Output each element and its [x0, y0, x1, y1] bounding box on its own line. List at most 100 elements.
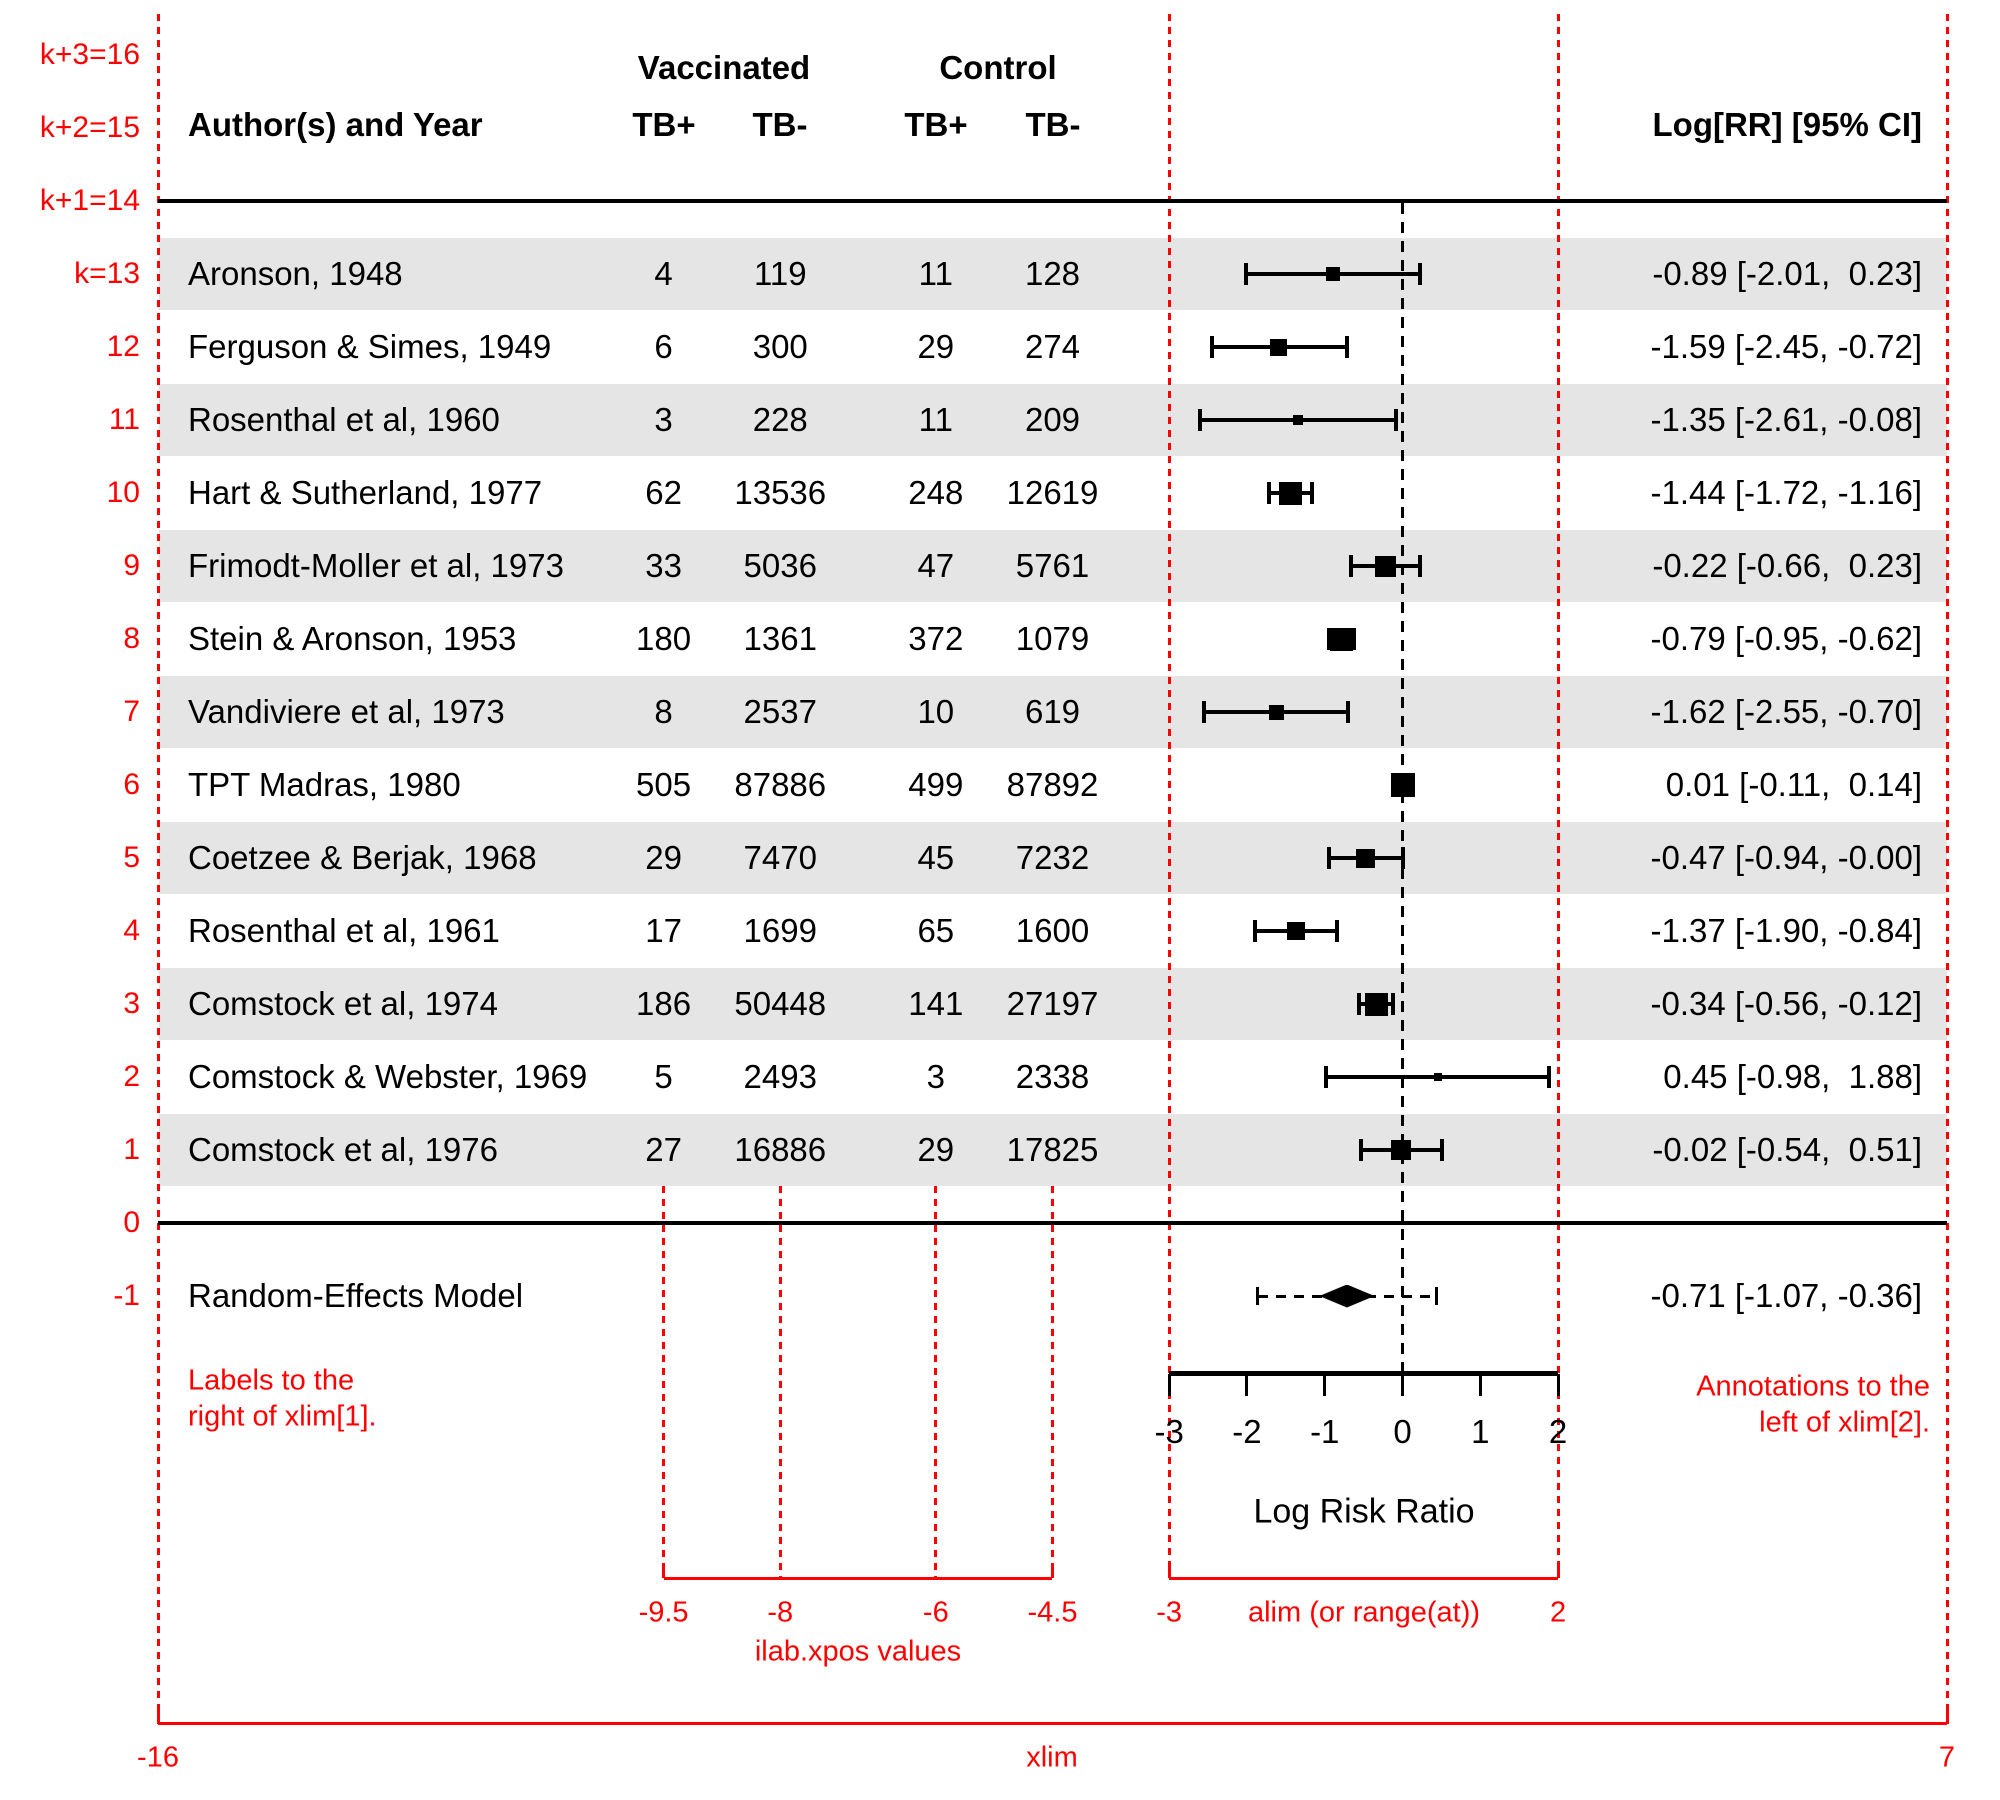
study-author-label: Comstock et al, 1976	[188, 1131, 498, 1168]
point-estimate-square	[1286, 922, 1305, 940]
alim-left-value-label: -3	[1156, 1596, 1183, 1629]
study-annotation: -1.35 [-2.61, -0.08]	[1650, 401, 1923, 438]
note-annotations-xlim2-line1: Annotations to the	[1696, 1370, 1930, 1403]
x-axis-tick-label: 0	[1393, 1413, 1412, 1450]
ci-cap-right	[1400, 847, 1405, 869]
study-annotation: -1.59 [-2.45, -0.72]	[1650, 328, 1923, 365]
red-dotted-line-xlim-right	[1945, 14, 1949, 1724]
margin-row-label: 6	[123, 768, 140, 801]
xlim-right-value-label: 7	[1938, 1741, 1956, 1774]
study-count-ctrl-tb-neg: 27197	[1006, 985, 1099, 1022]
red-dotted-line-xlim-left	[156, 14, 160, 1724]
study-count-ctrl-tb-pos: 141	[908, 985, 964, 1022]
ilab-xpos-value-label: -8	[767, 1596, 794, 1629]
row-stripe	[159, 384, 1947, 456]
study-count-vacc-tb-neg: 50448	[734, 985, 827, 1022]
study-count-vacc-tb-pos: 5	[654, 1058, 673, 1095]
point-estimate-square	[1279, 481, 1302, 505]
column-header-vaccinated-group: Vaccinated	[637, 49, 811, 86]
study-count-vacc-tb-pos: 505	[636, 766, 692, 803]
margin-row-label: 1	[123, 1133, 140, 1166]
margin-row-label: 2	[123, 1060, 140, 1093]
x-axis-tick	[1478, 1374, 1482, 1396]
x-axis-tick	[1245, 1374, 1249, 1396]
alim-bracket-line	[1169, 1577, 1559, 1580]
x-axis-tick-label: -1	[1310, 1413, 1340, 1450]
study-count-vacc-tb-pos: 62	[645, 474, 682, 511]
caption-ilab-xpos: ilab.xpos values	[754, 1635, 962, 1668]
margin-row-label: 8	[123, 622, 140, 655]
study-count-ctrl-tb-neg: 12619	[1006, 474, 1099, 511]
study-count-ctrl-tb-neg: 17825	[1006, 1131, 1099, 1168]
study-count-vacc-tb-pos: 27	[645, 1131, 682, 1168]
study-author-label: Aronson, 1948	[188, 255, 403, 292]
margin-row-label: 0	[123, 1206, 140, 1239]
study-count-ctrl-tb-neg: 619	[1024, 693, 1081, 730]
study-author-label: Comstock et al, 1974	[188, 985, 498, 1022]
ilab-xpos-value-label: -6	[922, 1596, 949, 1629]
x-axis-title: Log Risk Ratio	[1253, 1492, 1475, 1531]
study-count-vacc-tb-pos: 186	[636, 985, 692, 1022]
study-annotation: -0.79 [-0.95, -0.62]	[1650, 620, 1923, 657]
study-count-vacc-tb-neg: 119	[753, 255, 807, 292]
study-count-vacc-tb-pos: 4	[654, 255, 673, 292]
study-count-vacc-tb-neg: 87886	[734, 766, 827, 803]
x-axis-line	[1169, 1371, 1559, 1376]
x-axis-tick	[1323, 1374, 1327, 1396]
study-count-vacc-tb-pos: 17	[645, 912, 682, 949]
x-axis-tick-label: 1	[1471, 1413, 1490, 1450]
study-count-vacc-tb-pos: 3	[654, 401, 673, 438]
study-count-ctrl-tb-neg: 1600	[1015, 912, 1090, 949]
row-stripe	[159, 530, 1947, 602]
study-count-vacc-tb-neg: 2537	[743, 693, 817, 730]
study-count-vacc-tb-neg: 13536	[734, 474, 827, 511]
ci-cap-right	[1352, 628, 1357, 650]
column-header-logrr-ci: Log[RR] [95% CI]	[1652, 106, 1922, 143]
row-stripe	[159, 238, 1947, 310]
study-count-vacc-tb-pos: 8	[654, 693, 673, 730]
study-author-label: Rosenthal et al, 1960	[188, 401, 500, 438]
ci-cap-right	[1344, 336, 1349, 358]
header-rule	[158, 199, 1947, 203]
column-header-vacc-tb-neg: TB-	[752, 106, 808, 143]
margin-row-label: k+2=15	[39, 111, 140, 144]
red-dotted-line-ilab-column	[934, 1186, 938, 1578]
study-count-ctrl-tb-pos: 11	[918, 255, 953, 292]
study-count-vacc-tb-neg: 7470	[743, 839, 817, 876]
ilab-xpos-value-label: -9.5	[638, 1596, 689, 1629]
study-count-vacc-tb-neg: 16886	[734, 1131, 827, 1168]
note-annotations-xlim2-line2: left of xlim[2].	[1759, 1406, 1930, 1439]
margin-row-label: 3	[123, 987, 140, 1020]
point-estimate-square	[1391, 773, 1416, 797]
x-axis-tick	[1167, 1374, 1171, 1396]
summary-annotation: -0.71 [-1.07, -0.36]	[1650, 1277, 1923, 1314]
study-author-label: Stein & Aronson, 1953	[188, 620, 517, 657]
row-stripe	[159, 822, 1947, 894]
study-count-ctrl-tb-pos: 10	[917, 693, 955, 730]
study-count-vacc-tb-pos: 29	[645, 839, 682, 876]
point-estimate-square	[1374, 555, 1396, 577]
ci-cap-right	[1418, 555, 1423, 577]
ci-cap-right	[1440, 1139, 1445, 1161]
ci-cap-left	[1266, 482, 1271, 504]
margin-row-label: 9	[123, 549, 140, 582]
study-count-vacc-tb-neg: 300	[752, 328, 808, 365]
study-count-ctrl-tb-pos: 11	[918, 401, 953, 438]
study-count-ctrl-tb-neg: 274	[1024, 328, 1081, 365]
ci-cap-right	[1310, 482, 1315, 504]
point-estimate-square	[1390, 1140, 1411, 1160]
margin-row-label: k=13	[74, 257, 140, 290]
margin-row-label: 4	[123, 914, 140, 947]
study-count-ctrl-tb-neg: 2338	[1015, 1058, 1090, 1095]
study-author-label: Vandiviere et al, 1973	[188, 693, 505, 730]
ci-cap-left	[1327, 847, 1332, 869]
point-estimate-square	[1433, 1073, 1442, 1081]
x-axis-tick	[1556, 1374, 1560, 1396]
ilab-bracket-tick-left	[662, 1563, 666, 1577]
point-estimate-square	[1356, 848, 1376, 868]
alim-bracket-tick-left	[1167, 1563, 1171, 1577]
study-count-ctrl-tb-pos: 499	[908, 766, 964, 803]
ci-cap-left	[1349, 555, 1354, 577]
study-annotation: -0.89 [-2.01, 0.23]	[1652, 255, 1922, 292]
